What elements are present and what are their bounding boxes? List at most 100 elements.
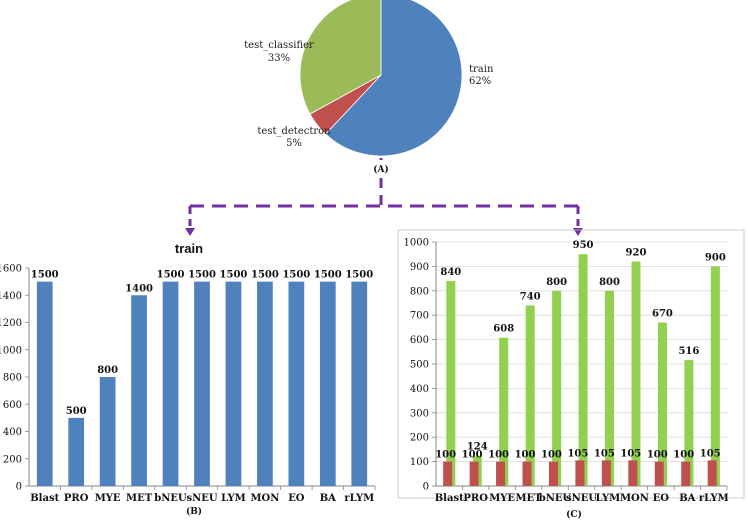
data-label-train: 1500 bbox=[251, 270, 279, 281]
data-label-test-classifier: 920 bbox=[626, 248, 647, 259]
data-label-test-classifier: 516 bbox=[678, 346, 699, 357]
data-label-test-classifier: 900 bbox=[705, 252, 726, 263]
bar-test-classifier bbox=[657, 322, 667, 486]
pie-chart bbox=[299, 0, 463, 157]
bar-chart-train: 0 200 400 600 800 1000 1200 1400 1600 Blast 1500 PR… bbox=[0, 264, 376, 504]
chart-c-frame bbox=[397, 229, 745, 499]
y-tick-label: 1600 bbox=[0, 264, 22, 275]
data-label-test-classifier: 800 bbox=[599, 277, 620, 288]
y-tick-label: 700 bbox=[410, 311, 429, 322]
x-tick-label: BA bbox=[320, 493, 336, 504]
data-label-test-detectron: 100 bbox=[462, 450, 483, 461]
y-tick-label: 1400 bbox=[0, 291, 22, 302]
y-tick-label: 400 bbox=[410, 384, 429, 395]
x-tick-label: sNEU bbox=[566, 493, 597, 504]
data-label-test-classifier: 840 bbox=[440, 267, 461, 278]
y-tick-label: 100 bbox=[410, 457, 429, 468]
data-label-test-detectron: 105 bbox=[620, 448, 641, 459]
bar-test-classifier bbox=[605, 290, 615, 486]
bar-test-detectron bbox=[628, 460, 638, 486]
x-tick-label: PRO bbox=[64, 493, 89, 504]
y-tick-label: 300 bbox=[410, 408, 429, 419]
data-label-train: 1500 bbox=[157, 270, 185, 281]
data-label-train: 1500 bbox=[31, 270, 59, 281]
caption-a: (A) bbox=[373, 164, 389, 175]
bar-test-classifier bbox=[446, 281, 456, 486]
data-label-test-classifier: 608 bbox=[493, 324, 514, 335]
x-tick-label: PRO bbox=[463, 493, 488, 504]
bar-test-detectron bbox=[496, 461, 506, 486]
pie-pct-train: 62% bbox=[469, 76, 491, 87]
x-tick-label: rLYM bbox=[699, 493, 729, 504]
y-tick-label: 200 bbox=[3, 454, 22, 465]
pie-label-test-detectron: test_detectron bbox=[257, 126, 331, 137]
y-tick-label: 1000 bbox=[404, 238, 429, 249]
bar-test-detectron bbox=[522, 461, 532, 486]
x-tick-label: bNEU bbox=[154, 493, 187, 504]
y-tick-label: 800 bbox=[410, 286, 429, 297]
y-tick-label: 900 bbox=[410, 262, 429, 273]
data-label-test-detectron: 100 bbox=[435, 450, 456, 461]
y-tick-label: 1200 bbox=[0, 318, 22, 329]
bar-train bbox=[225, 281, 242, 486]
chart-b-title: train bbox=[175, 241, 203, 256]
bar-chart-test: 0 100 200 300 400 500 600 700 800 900 1000 Blast 840… bbox=[404, 238, 729, 505]
data-label-train: 1400 bbox=[125, 283, 153, 294]
x-tick-label: MYE bbox=[489, 493, 515, 504]
bar-test-detectron bbox=[443, 461, 453, 486]
pie-pct-test-classifier: 33% bbox=[268, 53, 290, 64]
pie-label-train: train bbox=[469, 64, 494, 75]
arrowhead-right bbox=[573, 228, 583, 236]
bar-test-classifier bbox=[578, 254, 588, 486]
x-tick-label: MET bbox=[126, 493, 153, 504]
bar-test-detectron bbox=[575, 460, 585, 486]
y-tick-label: 800 bbox=[3, 373, 22, 384]
bar-test-detectron bbox=[681, 461, 691, 486]
data-label-test-classifier: 740 bbox=[520, 291, 541, 302]
data-label-test-detectron: 100 bbox=[488, 450, 509, 461]
arrowhead-left bbox=[185, 228, 195, 236]
bar-train bbox=[319, 281, 336, 486]
data-label-test-detectron: 100 bbox=[541, 450, 562, 461]
data-label-test-classifier: 670 bbox=[652, 309, 673, 320]
bar-train bbox=[194, 281, 210, 486]
bar-test-classifier bbox=[525, 305, 535, 486]
data-label-train: 500 bbox=[66, 406, 87, 417]
y-tick-label: 0 bbox=[16, 482, 22, 493]
data-label-train: 1500 bbox=[282, 270, 310, 281]
x-tick-label: MYE bbox=[95, 493, 121, 504]
data-label-train: 1500 bbox=[345, 270, 373, 281]
y-tick-label: 1000 bbox=[0, 345, 22, 356]
bar-test-classifier bbox=[684, 360, 694, 486]
x-tick-label: BA bbox=[679, 493, 695, 504]
x-tick-label: MON bbox=[250, 493, 279, 504]
data-label-test-classifier: 124 bbox=[467, 442, 488, 453]
bar-train bbox=[257, 281, 273, 486]
bar-test-classifier bbox=[499, 337, 509, 486]
x-tick-label: Blast bbox=[30, 493, 59, 504]
data-label-test-detectron: 105 bbox=[567, 448, 588, 459]
bar-test-detectron bbox=[654, 461, 664, 486]
caption-c: (C) bbox=[566, 509, 582, 520]
data-label-test-detectron: 100 bbox=[673, 450, 694, 461]
x-tick-label: LYM bbox=[596, 493, 621, 504]
caption-b: (B) bbox=[186, 506, 202, 517]
x-tick-label: Blast bbox=[435, 493, 464, 504]
x-tick-label: LYM bbox=[221, 493, 246, 504]
bar-test-classifier bbox=[631, 261, 641, 486]
bar-test-detectron bbox=[469, 461, 479, 486]
data-label-train: 1500 bbox=[314, 270, 342, 281]
bar-test-detectron bbox=[601, 460, 611, 486]
y-tick-label: 600 bbox=[410, 335, 429, 346]
pie-label-test-classifier: test_classifier bbox=[244, 40, 314, 51]
data-label-train: 1500 bbox=[188, 270, 216, 281]
x-tick-label: sNEU bbox=[186, 493, 217, 504]
data-label-test-detectron: 100 bbox=[647, 450, 668, 461]
bar-train bbox=[288, 281, 305, 486]
pie-pct-test-detectron: 5% bbox=[286, 138, 302, 149]
y-tick-label: 0 bbox=[423, 482, 429, 493]
pie-slice-test-classifier bbox=[299, 0, 382, 115]
y-tick-label: 400 bbox=[3, 427, 22, 438]
bar-train bbox=[351, 281, 368, 486]
